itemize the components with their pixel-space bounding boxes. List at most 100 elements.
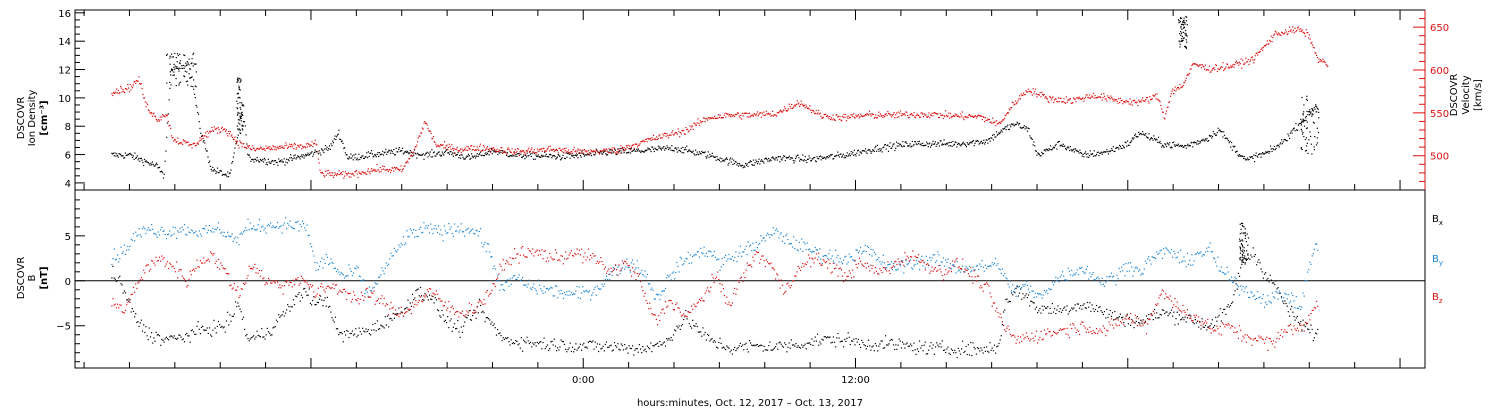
data-point bbox=[1022, 293, 1023, 294]
data-point bbox=[1037, 312, 1038, 313]
data-point bbox=[1223, 131, 1224, 132]
data-point bbox=[816, 161, 817, 162]
data-point bbox=[994, 345, 995, 346]
data-point bbox=[654, 298, 655, 299]
data-point bbox=[721, 343, 722, 344]
data-point bbox=[193, 89, 194, 90]
data-point bbox=[1297, 316, 1298, 317]
data-point bbox=[426, 123, 427, 124]
data-point bbox=[223, 235, 224, 236]
data-point bbox=[498, 280, 499, 281]
data-point bbox=[253, 335, 254, 336]
data-point bbox=[308, 235, 309, 236]
data-point bbox=[930, 342, 931, 343]
data-point bbox=[472, 315, 473, 316]
data-point bbox=[1118, 98, 1119, 99]
data-point bbox=[651, 288, 652, 289]
data-point bbox=[959, 350, 960, 351]
data-point bbox=[894, 349, 895, 350]
data-point bbox=[232, 137, 233, 138]
data-point bbox=[389, 318, 390, 319]
data-point bbox=[1196, 144, 1197, 145]
data-point bbox=[271, 148, 272, 149]
data-point bbox=[382, 326, 383, 327]
data-point bbox=[404, 166, 405, 167]
data-point bbox=[151, 112, 152, 113]
data-point bbox=[133, 311, 134, 312]
data-point bbox=[577, 154, 578, 155]
data-point bbox=[1081, 153, 1082, 154]
data-point bbox=[126, 299, 127, 300]
data-point bbox=[937, 113, 938, 114]
data-point bbox=[1286, 31, 1287, 32]
data-point bbox=[1109, 97, 1110, 98]
data-point bbox=[1190, 315, 1191, 316]
data-point bbox=[211, 231, 212, 232]
data-point bbox=[656, 294, 657, 295]
data-point bbox=[230, 236, 231, 237]
data-point bbox=[198, 321, 199, 322]
data-point bbox=[530, 288, 531, 289]
data-point bbox=[697, 326, 698, 327]
data-point bbox=[675, 147, 676, 148]
data-point bbox=[1028, 294, 1029, 295]
data-point bbox=[207, 150, 208, 151]
data-point bbox=[255, 230, 256, 231]
data-point bbox=[465, 148, 466, 149]
data-point bbox=[157, 334, 158, 335]
data-point bbox=[226, 175, 227, 176]
data-point bbox=[149, 328, 150, 329]
data-point bbox=[466, 229, 467, 230]
data-point bbox=[535, 288, 536, 289]
data-point bbox=[1052, 149, 1053, 150]
data-point bbox=[992, 135, 993, 136]
data-point bbox=[476, 230, 477, 231]
data-point bbox=[832, 119, 833, 120]
data-point bbox=[1018, 295, 1019, 296]
data-point bbox=[1171, 93, 1172, 94]
data-point bbox=[562, 151, 563, 152]
data-point bbox=[1314, 146, 1315, 147]
data-point bbox=[1122, 145, 1123, 146]
data-point bbox=[871, 151, 872, 152]
data-point bbox=[283, 311, 284, 312]
data-point bbox=[240, 309, 241, 310]
data-point bbox=[1169, 101, 1170, 102]
data-point bbox=[427, 296, 428, 297]
data-point bbox=[803, 345, 804, 346]
data-point bbox=[871, 115, 872, 116]
data-point bbox=[790, 108, 791, 109]
data-point bbox=[819, 341, 820, 342]
data-point bbox=[590, 299, 591, 300]
data-point bbox=[784, 342, 785, 343]
data-point bbox=[517, 277, 518, 278]
data-point bbox=[562, 148, 563, 149]
data-point bbox=[487, 146, 488, 147]
data-point bbox=[364, 331, 365, 332]
data-point bbox=[1200, 328, 1201, 329]
data-point bbox=[586, 290, 587, 291]
data-point bbox=[303, 288, 304, 289]
data-point bbox=[135, 313, 136, 314]
data-point bbox=[359, 275, 360, 276]
data-point bbox=[142, 228, 143, 229]
data-point bbox=[1242, 254, 1243, 255]
data-point bbox=[747, 113, 748, 114]
data-point bbox=[214, 126, 215, 127]
data-point bbox=[1255, 155, 1256, 156]
data-point bbox=[488, 151, 489, 152]
data-point bbox=[197, 142, 198, 143]
data-point bbox=[1284, 32, 1285, 33]
data-point bbox=[898, 112, 899, 113]
data-point bbox=[982, 119, 983, 120]
data-point bbox=[774, 159, 775, 160]
data-point bbox=[678, 128, 679, 129]
data-point bbox=[766, 111, 767, 112]
data-point bbox=[117, 255, 118, 256]
data-point bbox=[1245, 232, 1246, 233]
data-point bbox=[870, 113, 871, 114]
data-point bbox=[663, 343, 664, 344]
data-point bbox=[282, 146, 283, 147]
data-point bbox=[343, 178, 344, 179]
data-point bbox=[689, 149, 690, 150]
